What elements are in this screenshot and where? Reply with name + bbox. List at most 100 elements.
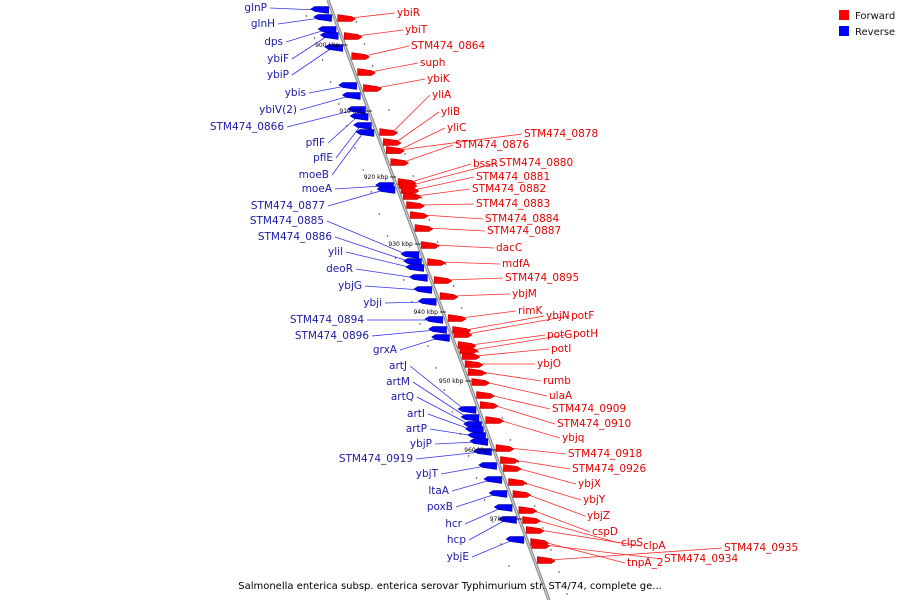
reverse-gene-ybjp[interactable] bbox=[469, 438, 489, 446]
reverse-gene-stm474-0866[interactable] bbox=[347, 106, 366, 114]
reverse-gene-pflf[interactable] bbox=[349, 113, 369, 121]
forward-gene-stm474-0878[interactable] bbox=[386, 146, 405, 154]
reverse-gene-ybje[interactable] bbox=[505, 536, 525, 544]
forward-gene-label[interactable]: STM474_0909 bbox=[552, 403, 626, 415]
forward-gene-rimk[interactable] bbox=[447, 314, 467, 322]
reverse-gene-label[interactable]: artJ bbox=[389, 360, 407, 372]
forward-gene-stm474-0876[interactable] bbox=[390, 158, 410, 166]
reverse-gene-label[interactable]: ybjP bbox=[410, 438, 432, 450]
forward-gene-label[interactable]: ybjN bbox=[546, 310, 570, 322]
forward-gene-stm474-0881[interactable] bbox=[400, 186, 420, 194]
forward-gene-label[interactable]: ulaA bbox=[549, 390, 573, 402]
forward-gene-label[interactable]: rimK bbox=[518, 305, 543, 317]
forward-gene-ybjz[interactable] bbox=[512, 490, 532, 498]
forward-gene-poti[interactable] bbox=[461, 352, 481, 360]
reverse-gene-artj[interactable] bbox=[457, 406, 477, 414]
forward-gene-label[interactable]: ybjX bbox=[578, 478, 601, 490]
reverse-gene-hcp[interactable] bbox=[498, 516, 517, 524]
forward-gene-ybjo[interactable] bbox=[464, 360, 484, 368]
reverse-gene-label[interactable]: ybiV(2) bbox=[259, 104, 297, 116]
reverse-gene-label[interactable]: ybjT bbox=[416, 468, 439, 480]
forward-gene-poth[interactable] bbox=[459, 346, 479, 354]
forward-gene-label[interactable]: yliA bbox=[432, 89, 452, 101]
reverse-gene-label[interactable]: STM474_0866 bbox=[210, 121, 284, 133]
reverse-gene-label[interactable]: ybis bbox=[285, 87, 306, 99]
forward-gene-stm474-0884[interactable] bbox=[409, 211, 429, 219]
forward-gene-label[interactable]: STM474_0876 bbox=[455, 139, 529, 151]
forward-gene-label[interactable]: potG bbox=[547, 329, 572, 341]
forward-gene-stm474-0883[interactable] bbox=[406, 201, 425, 209]
forward-gene-stm474-0887[interactable] bbox=[414, 224, 434, 232]
forward-gene-label[interactable]: ybjM bbox=[512, 288, 537, 300]
reverse-gene-hcr[interactable] bbox=[493, 504, 513, 512]
forward-gene-rumb[interactable] bbox=[467, 368, 487, 376]
forward-gene-label[interactable]: STM474_0884 bbox=[485, 213, 559, 225]
reverse-gene-ybji[interactable] bbox=[417, 298, 437, 306]
reverse-gene-stm474-0885[interactable] bbox=[400, 251, 420, 259]
reverse-gene-label[interactable]: ybji bbox=[363, 297, 382, 309]
forward-gene-label[interactable]: yliB bbox=[441, 106, 460, 118]
forward-gene-label[interactable]: STM474_0880 bbox=[499, 157, 573, 169]
reverse-gene-label[interactable]: artP bbox=[406, 423, 427, 435]
reverse-gene-label[interactable]: ybjE bbox=[447, 551, 469, 563]
forward-gene-stm474-0864[interactable] bbox=[351, 52, 371, 60]
forward-gene-label[interactable]: suph bbox=[420, 57, 445, 69]
forward-gene-label[interactable]: clpS bbox=[621, 537, 643, 549]
reverse-gene-label[interactable]: ylil bbox=[328, 246, 343, 258]
reverse-gene-label[interactable]: moeB bbox=[299, 169, 329, 181]
forward-gene-label[interactable]: tnpA_2 bbox=[627, 557, 664, 569]
reverse-gene-stm474-0894[interactable] bbox=[424, 316, 444, 324]
reverse-gene-stm474-0886[interactable] bbox=[403, 258, 422, 266]
forward-gene-ybjq[interactable] bbox=[485, 416, 505, 424]
forward-gene-label[interactable]: STM474_0895 bbox=[505, 272, 579, 284]
reverse-gene-label[interactable]: moeA bbox=[302, 183, 333, 195]
reverse-gene-grxa[interactable] bbox=[431, 334, 450, 342]
reverse-gene-glnh[interactable] bbox=[313, 14, 332, 22]
forward-gene-label[interactable]: ybiK bbox=[427, 73, 451, 85]
reverse-gene-label[interactable]: hcr bbox=[445, 518, 462, 530]
forward-gene-label[interactable]: bssR bbox=[473, 158, 498, 170]
forward-gene-ybir[interactable] bbox=[337, 14, 357, 22]
forward-gene-ybjm[interactable] bbox=[439, 292, 459, 300]
reverse-gene-label[interactable]: STM474_0896 bbox=[295, 330, 369, 342]
forward-gene-label[interactable]: cspD bbox=[592, 526, 618, 538]
reverse-gene-ybis[interactable] bbox=[338, 82, 357, 90]
forward-gene-label[interactable]: STM474_0935 bbox=[724, 542, 798, 554]
forward-gene-dacc[interactable] bbox=[420, 241, 440, 249]
forward-gene-label[interactable]: potI bbox=[551, 343, 571, 355]
forward-gene-label[interactable]: rumb bbox=[543, 375, 571, 387]
reverse-gene-label[interactable]: artM bbox=[386, 376, 410, 388]
forward-gene-label[interactable]: STM474_0918 bbox=[568, 448, 642, 460]
reverse-gene-stm474-0896[interactable] bbox=[428, 326, 447, 334]
forward-gene-label[interactable]: ybiT bbox=[405, 24, 428, 36]
reverse-gene-label[interactable]: ltaA bbox=[428, 485, 449, 497]
reverse-gene-label[interactable]: hcp bbox=[447, 534, 466, 546]
forward-gene-label[interactable]: STM474_0881 bbox=[476, 171, 550, 183]
forward-gene-ybit[interactable] bbox=[344, 32, 363, 40]
forward-gene-clpa[interactable] bbox=[525, 526, 545, 534]
forward-gene-label[interactable]: STM474_0883 bbox=[476, 198, 550, 210]
reverse-gene-label[interactable]: ybiF bbox=[267, 53, 289, 65]
reverse-gene-dps[interactable] bbox=[317, 26, 337, 34]
forward-gene-label[interactable]: STM474_0882 bbox=[472, 183, 546, 195]
reverse-gene-label[interactable]: STM474_0919 bbox=[339, 453, 413, 465]
reverse-gene-label[interactable]: poxB bbox=[427, 501, 453, 513]
reverse-gene-moeb[interactable] bbox=[355, 129, 375, 137]
reverse-gene-label[interactable]: dps bbox=[264, 36, 283, 48]
forward-gene-label[interactable]: ybjZ bbox=[587, 510, 610, 522]
reverse-gene-label[interactable]: STM474_0886 bbox=[258, 231, 332, 243]
forward-gene-stm474-0934[interactable] bbox=[531, 541, 551, 549]
reverse-gene-pfle[interactable] bbox=[352, 122, 372, 130]
forward-gene-label[interactable]: clpA bbox=[643, 540, 666, 552]
forward-gene-label[interactable]: ybjY bbox=[583, 494, 606, 506]
forward-gene-label[interactable]: ybiR bbox=[397, 7, 420, 19]
reverse-gene-ltaa[interactable] bbox=[483, 476, 503, 484]
reverse-gene-artp[interactable] bbox=[467, 432, 486, 440]
forward-gene-label[interactable]: STM474_0910 bbox=[557, 418, 631, 430]
reverse-gene-arti[interactable] bbox=[464, 426, 484, 434]
forward-gene-label[interactable]: ybjq bbox=[562, 432, 584, 444]
forward-gene-label[interactable]: potH bbox=[573, 328, 598, 340]
reverse-gene-label[interactable]: grxA bbox=[373, 344, 398, 356]
forward-gene-suph[interactable] bbox=[357, 68, 376, 76]
reverse-gene-label[interactable]: ybiP bbox=[267, 69, 289, 81]
